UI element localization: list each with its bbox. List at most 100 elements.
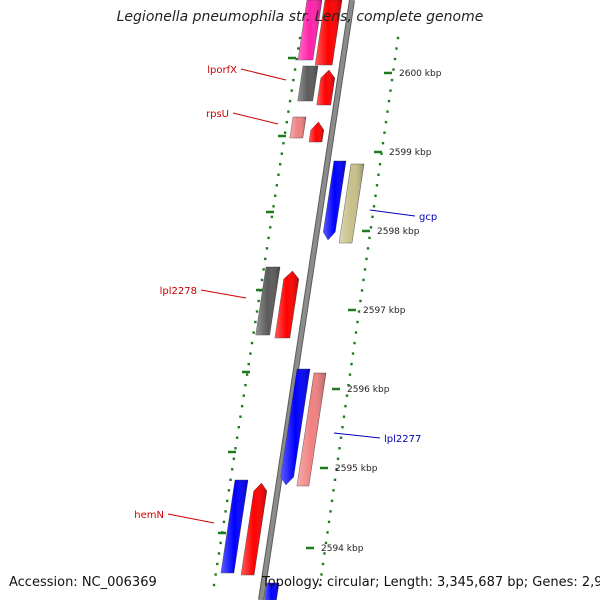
right-tick-dot bbox=[344, 404, 347, 408]
left-tick-dot bbox=[232, 457, 236, 460]
map-title: Legionella pneumophila str. Lens, comple… bbox=[116, 9, 484, 25]
tick-marks bbox=[212, 36, 400, 587]
left-tick-dot bbox=[249, 352, 252, 355]
right-tick-dot bbox=[368, 236, 371, 240]
right-tick-dot bbox=[369, 226, 373, 229]
left-tick-dot bbox=[217, 552, 221, 555]
right-tick-dot bbox=[332, 489, 335, 492]
right-tick-dot bbox=[342, 415, 346, 418]
right-tick-dot bbox=[396, 36, 400, 40]
gene-rpsu-red-shading bbox=[308, 122, 324, 142]
backbone bbox=[258, 0, 355, 600]
left-tick-dot bbox=[237, 426, 241, 429]
left-tick-dot bbox=[285, 120, 288, 124]
left-tick-dot bbox=[252, 331, 255, 334]
right-tick-dot bbox=[389, 89, 392, 92]
right-tick-dot bbox=[375, 184, 379, 187]
right-tick-dot bbox=[392, 68, 395, 71]
gene-lpl2278-gray-shading bbox=[255, 267, 280, 335]
left-tick-dot bbox=[260, 278, 264, 282]
scale-label: 2599 kbp bbox=[389, 148, 432, 158]
right-tick-dot bbox=[335, 468, 338, 471]
left-tick-dot bbox=[269, 226, 272, 229]
left-tick-dot bbox=[272, 205, 275, 208]
left-tick-dot bbox=[214, 573, 217, 576]
right-tick-dot bbox=[390, 78, 394, 82]
right-tick-dot bbox=[374, 194, 377, 197]
right-tick-dot bbox=[387, 99, 391, 103]
gene-hemn-blue-shading bbox=[220, 480, 248, 573]
left-tick-dot bbox=[283, 131, 287, 134]
gene-gcp-khaki-shading bbox=[339, 164, 364, 243]
right-tick-dot bbox=[327, 520, 331, 524]
right-tick-dot bbox=[351, 352, 355, 355]
left-tick-dot bbox=[216, 562, 219, 566]
left-tick-dot bbox=[212, 583, 216, 587]
left-tick-dot bbox=[275, 184, 279, 187]
left-tick-dot bbox=[240, 404, 244, 408]
left-tick-dot bbox=[244, 383, 247, 387]
right-tick-dot bbox=[324, 541, 328, 545]
left-tick-dot bbox=[277, 173, 280, 176]
left-tick-dot bbox=[290, 89, 293, 92]
left-tick-dot bbox=[227, 489, 231, 492]
right-tick-dot bbox=[356, 320, 359, 324]
right-tick-dot bbox=[350, 362, 353, 366]
right-tick-dot bbox=[326, 531, 329, 534]
left-tick-dot bbox=[262, 268, 265, 271]
left-tick-dot bbox=[250, 341, 254, 345]
right-tick-dot bbox=[336, 457, 340, 460]
scale-label: 2600 kbp bbox=[399, 69, 442, 79]
gene-red-top-shading bbox=[315, 0, 342, 65]
left-tick-dot bbox=[245, 373, 249, 376]
right-tick-dot bbox=[357, 310, 361, 313]
left-tick-dot bbox=[287, 110, 290, 113]
right-tick-dot bbox=[339, 436, 343, 439]
topology-text: Topology: circular; Length: 3,345,687 bp… bbox=[262, 575, 600, 590]
left-tick-dot bbox=[278, 163, 282, 166]
label-leader-line bbox=[369, 209, 416, 217]
gene-label: gcp bbox=[419, 212, 437, 223]
scale-label: 2598 kbp bbox=[377, 227, 420, 237]
left-tick-dot bbox=[292, 78, 295, 82]
left-tick-dot bbox=[264, 257, 267, 261]
gene-lporfx-gray-shading bbox=[297, 66, 318, 101]
gene-label: lpl2277 bbox=[384, 434, 421, 445]
gene-magenta-top-shading bbox=[297, 0, 322, 60]
right-tick-dot bbox=[381, 141, 385, 145]
gene-label: lpl2278 bbox=[160, 286, 197, 297]
right-tick-dot bbox=[378, 163, 382, 166]
left-tick-dot bbox=[234, 447, 237, 450]
scale-label: 2596 kbp bbox=[347, 385, 390, 395]
backbone-line bbox=[259, 0, 354, 600]
label-leader-line bbox=[240, 68, 287, 81]
right-tick-dot bbox=[371, 215, 374, 219]
gene-lpl2277-blue-shading bbox=[280, 369, 310, 485]
right-tick-dot bbox=[353, 341, 356, 345]
right-tick-dot bbox=[321, 562, 325, 566]
right-tick-dot bbox=[386, 110, 389, 113]
left-tick-dot bbox=[224, 510, 227, 513]
left-tick-dot bbox=[219, 541, 222, 545]
right-tick-dot bbox=[338, 447, 341, 450]
left-tick-dot bbox=[254, 320, 257, 324]
gene-lpl2278-red-shading bbox=[274, 271, 299, 338]
left-tick-dot bbox=[267, 236, 270, 240]
gene-rpsu-pink-shading bbox=[289, 117, 306, 138]
right-tick-dot bbox=[363, 268, 367, 271]
left-tick-dot bbox=[265, 247, 269, 250]
right-tick-dot bbox=[320, 573, 323, 576]
scale-label: 2595 kbp bbox=[335, 464, 378, 474]
label-leader-line bbox=[333, 432, 381, 439]
right-tick-dot bbox=[395, 47, 398, 50]
left-tick-dot bbox=[293, 68, 297, 71]
right-tick-dot bbox=[362, 278, 365, 282]
right-tick-dot bbox=[372, 205, 376, 208]
gene-features bbox=[220, 0, 365, 600]
right-tick-dot bbox=[384, 120, 388, 124]
scale-label: 2597 kbp bbox=[363, 306, 406, 316]
gene-label: lporfX bbox=[207, 65, 237, 76]
right-tick-dot bbox=[347, 383, 350, 387]
right-tick-dot bbox=[359, 299, 362, 303]
